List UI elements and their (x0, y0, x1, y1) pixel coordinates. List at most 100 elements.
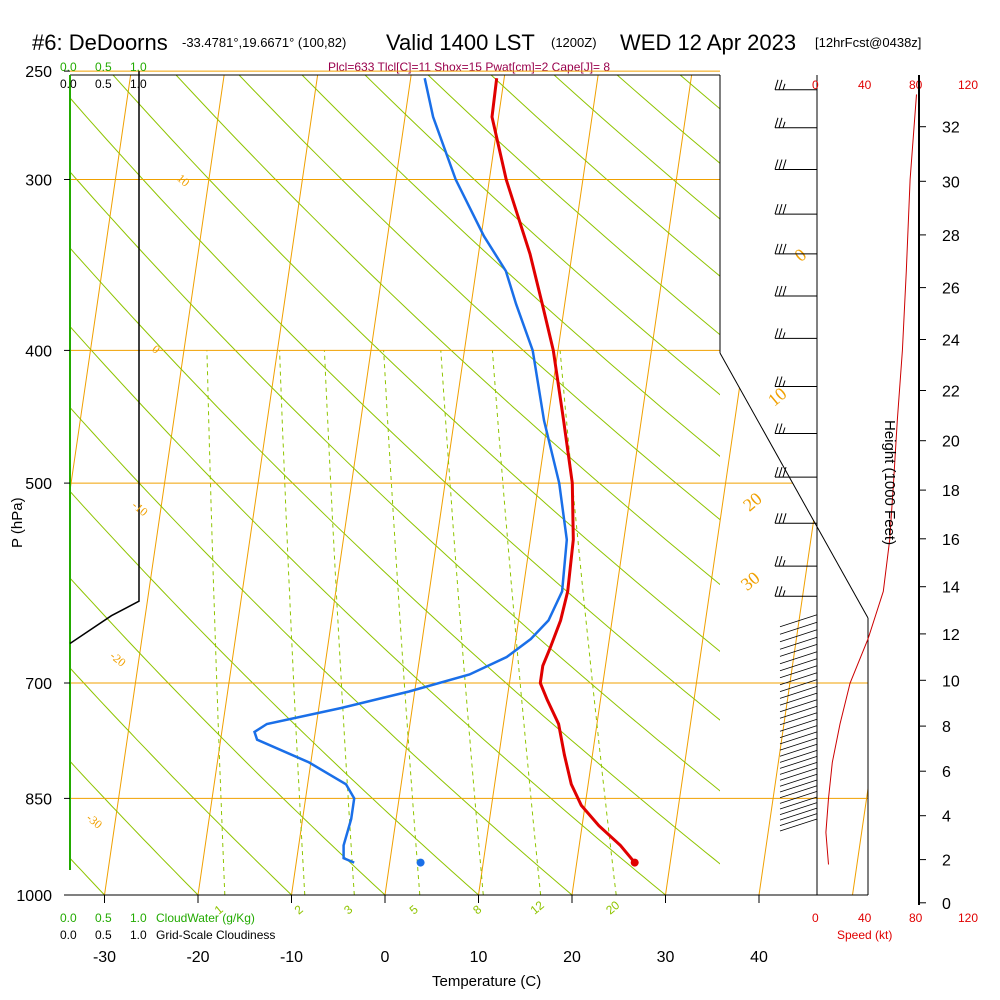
cloudwater-tick: 0.5 (95, 60, 112, 74)
mixing-ratio-labels: 1 2 3 5 8 12 20 (212, 898, 623, 918)
speed-tick: 80 (909, 911, 923, 925)
height-tick-label: 18 (942, 483, 960, 500)
height-tick-label: 24 (942, 333, 960, 350)
wind-barb-feather (774, 203, 779, 215)
wind-barb-feather (774, 328, 779, 339)
mixing-ratio-label: 20 (603, 898, 622, 918)
wind-barb-feather (774, 423, 779, 434)
dry-adiabat-line (70, 577, 386, 895)
cloudwater-label: CloudWater (g/Kg) (156, 911, 255, 925)
wind-barb-low-level (779, 785, 818, 799)
wind-barb-feather (774, 376, 779, 387)
isotherm-label: 10 (174, 171, 192, 189)
wind-barb-low-level (779, 796, 818, 810)
dry-adiabat-line (238, 75, 720, 521)
dry-adiabat-line (70, 406, 573, 895)
temperature-tick-label: 0 (381, 949, 390, 966)
mixing-ratio-line (440, 350, 484, 895)
cloudwater-tick: 0.0 (60, 911, 77, 925)
wind-barb-half-feather (782, 332, 786, 339)
forecast-info: [12hrFcst@0438z] (815, 35, 921, 50)
wind-barb-half-feather (782, 380, 786, 387)
wind-barb-low-level (779, 679, 818, 692)
cloudiness-tick: 0.5 (95, 77, 112, 91)
mixing-ratio-label: 5 (407, 902, 421, 917)
isotherm-label: 20 (739, 488, 766, 515)
mixing-ratio-label: 12 (528, 898, 547, 918)
speed-tick: 120 (958, 78, 978, 92)
station-coords: -33.4781°,19.6671° (100,82) (182, 35, 346, 50)
cloudwater-tick: 0.0 (60, 60, 77, 74)
wind-barb-low-level (779, 807, 818, 821)
mixing-ratio-label: 3 (341, 902, 355, 917)
temperature-tick-label: 30 (657, 949, 675, 966)
wind-barb-half-feather (782, 83, 786, 90)
wind-barb-feather (778, 117, 783, 128)
temperature-tick-label: -30 (93, 949, 116, 966)
speed-tick: 40 (858, 78, 872, 92)
height-tick-label: 4 (942, 809, 951, 826)
dry-adiabat-lines (70, 75, 720, 895)
height-tick-label: 26 (942, 281, 960, 298)
wind-barb-feather (774, 243, 779, 255)
dry-adiabat-line (175, 75, 720, 586)
wind-barb-feather (774, 466, 779, 478)
pressure-tick-label: 500 (25, 476, 52, 493)
wind-barb-feather (778, 376, 783, 387)
wind-barb-low-level (779, 665, 818, 679)
pressure-tick-label: 1000 (16, 888, 52, 905)
wind-barb-low-level (779, 614, 818, 628)
wind-barb-low-level (779, 705, 818, 719)
cloudiness-tick: 0.0 (60, 77, 77, 91)
dry-adiabat-line (112, 75, 720, 652)
surface-temperature-point (630, 858, 639, 867)
wind-barb-low-level (779, 779, 818, 793)
isobar-lines (70, 70, 868, 896)
wind-barb-feather (782, 466, 787, 478)
wind-barb-low-level (779, 692, 818, 706)
stability-indices: Plcl=633 Tlcl[C]=11 Shox=15 Pwat[cm]=2 C… (328, 60, 610, 74)
height-tick-label: 28 (942, 228, 960, 245)
speed-tick: 0 (812, 78, 819, 92)
height-tick-label: 8 (942, 719, 951, 736)
wind-barb-low-level (779, 629, 818, 643)
pressure-tick-label: 300 (25, 173, 52, 190)
dewpoint-profile-line (253, 77, 569, 864)
wind-barb-low-level (779, 756, 818, 769)
height-tick-label: 22 (942, 384, 960, 401)
cloudiness-label: Grid-Scale Cloudiness (156, 928, 275, 942)
wind-barb-feather (774, 586, 779, 597)
wind-barb-feather (778, 586, 783, 597)
wind-barb-feather (782, 285, 787, 297)
wind-barb-feather (774, 513, 779, 524)
plot-frame (69, 74, 869, 896)
dry-adiabat-line (70, 760, 199, 895)
height-tick-label: 6 (942, 764, 951, 781)
wind-barb-feather (782, 203, 787, 215)
height-tick-label: 2 (942, 853, 951, 870)
temperature-tick-label: -10 (280, 949, 303, 966)
pressure-axis-label: P (hPa) (9, 497, 26, 548)
wind-barb-feather (778, 466, 783, 478)
wind-barb-feather (778, 159, 783, 170)
wind-barb-low-level (779, 658, 818, 672)
wind-barb-feather (778, 243, 783, 255)
temperature-profile-line (490, 78, 636, 864)
surface-dewpoint-point (416, 858, 425, 867)
temperature-tick-label: 20 (563, 949, 581, 966)
wind-barb-low-level (779, 651, 818, 665)
wind-barb-low-level (779, 621, 818, 635)
height-tick-label: 10 (942, 673, 960, 690)
dry-adiabat-line (427, 75, 720, 336)
isotherm-label: 0 (791, 244, 811, 265)
temperature-tick-label: 40 (750, 949, 768, 966)
cloudwater-scale-bottom: 0.0 0.5 1.0 CloudWater (g/Kg) (60, 911, 255, 925)
wind-speed-profile-line (825, 94, 917, 865)
wind-barb-feather (774, 555, 779, 567)
wind-barb-feather (782, 243, 787, 255)
pressure-tick-label: 850 (25, 791, 52, 808)
temperature-tick-label: 10 (470, 949, 488, 966)
speed-tick: 0 (812, 911, 819, 925)
height-tick-label: 20 (942, 434, 960, 451)
